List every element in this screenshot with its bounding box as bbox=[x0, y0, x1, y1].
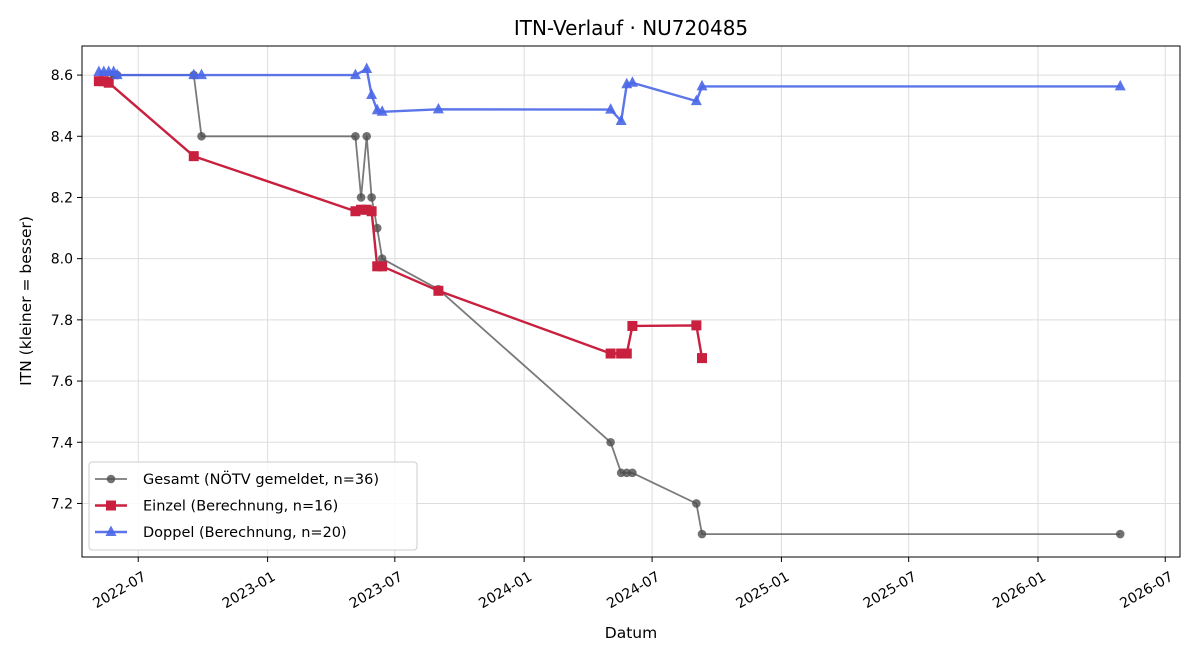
data-point bbox=[692, 499, 701, 508]
data-point bbox=[1115, 529, 1125, 539]
data-point bbox=[696, 353, 707, 364]
data-point bbox=[1114, 79, 1126, 91]
legend-marker bbox=[106, 474, 116, 484]
legend-label: Gesamt (NÖTV gemeldet, n=36) bbox=[143, 470, 379, 488]
data-point bbox=[615, 114, 627, 125]
x-axis-title: Datum bbox=[605, 624, 657, 642]
y-tick-label: 7.2 bbox=[51, 496, 73, 512]
data-point bbox=[697, 529, 707, 539]
y-axis-title: ITN (kleiner = besser) bbox=[17, 216, 35, 386]
chart-title: ITN-Verlauf · NU720485 bbox=[514, 16, 748, 40]
data-point bbox=[356, 193, 366, 202]
legend-marker bbox=[106, 500, 116, 511]
data-point bbox=[433, 285, 444, 296]
legend-label: Einzel (Berechnung, n=16) bbox=[143, 499, 338, 515]
data-point bbox=[691, 320, 702, 331]
legend-item: Gesamt (NÖTV gemeldet, n=36) bbox=[95, 470, 379, 488]
series-3 bbox=[93, 62, 1126, 125]
data-point bbox=[188, 68, 200, 80]
data-point bbox=[196, 68, 208, 80]
legend: Gesamt (NÖTV gemeldet, n=36) Einzel (Bere… bbox=[88, 461, 418, 551]
data-point bbox=[626, 76, 638, 87]
data-point bbox=[605, 348, 616, 359]
data-point bbox=[103, 77, 114, 88]
data-point bbox=[372, 223, 382, 233]
y-tick-label: 7.8 bbox=[51, 313, 73, 329]
data-point bbox=[362, 131, 371, 141]
legend-item: Einzel (Berechnung, n=16) bbox=[95, 499, 338, 515]
data-point bbox=[432, 102, 444, 114]
data-point bbox=[616, 348, 627, 359]
legend-item: Doppel (Berechnung, n=20) bbox=[95, 525, 347, 541]
y-tick-label: 7.6 bbox=[51, 374, 73, 390]
data-point bbox=[627, 320, 638, 331]
y-tick-label: 8.0 bbox=[51, 252, 73, 268]
data-point bbox=[111, 68, 123, 80]
data-point bbox=[376, 105, 388, 116]
series-layer bbox=[93, 62, 1126, 539]
data-point bbox=[606, 437, 615, 447]
data-point bbox=[690, 94, 702, 106]
legend-marker bbox=[105, 525, 117, 536]
data-point bbox=[350, 206, 361, 217]
y-tick-label: 8.6 bbox=[51, 68, 73, 84]
data-point bbox=[377, 254, 387, 263]
data-point bbox=[696, 79, 708, 91]
data-point bbox=[366, 206, 377, 217]
data-point bbox=[197, 131, 206, 141]
data-point bbox=[367, 193, 376, 202]
legend-box bbox=[88, 461, 418, 551]
data-point bbox=[621, 348, 632, 359]
data-point bbox=[349, 68, 361, 80]
data-point bbox=[356, 204, 367, 215]
y-tick-label: 8.4 bbox=[51, 129, 73, 145]
series-2 bbox=[93, 76, 707, 364]
legend-label: Doppel (Berechnung, n=20) bbox=[143, 525, 347, 541]
data-point bbox=[605, 103, 617, 114]
data-point bbox=[628, 468, 637, 478]
grid bbox=[82, 46, 1180, 557]
data-point bbox=[377, 261, 388, 272]
plot-frame bbox=[81, 45, 1181, 558]
y-tick-label: 8.2 bbox=[51, 190, 73, 206]
data-point bbox=[188, 151, 199, 162]
data-point bbox=[361, 62, 373, 73]
data-point bbox=[366, 88, 378, 99]
y-tick-label: 7.4 bbox=[51, 435, 73, 451]
data-point bbox=[351, 131, 360, 141]
